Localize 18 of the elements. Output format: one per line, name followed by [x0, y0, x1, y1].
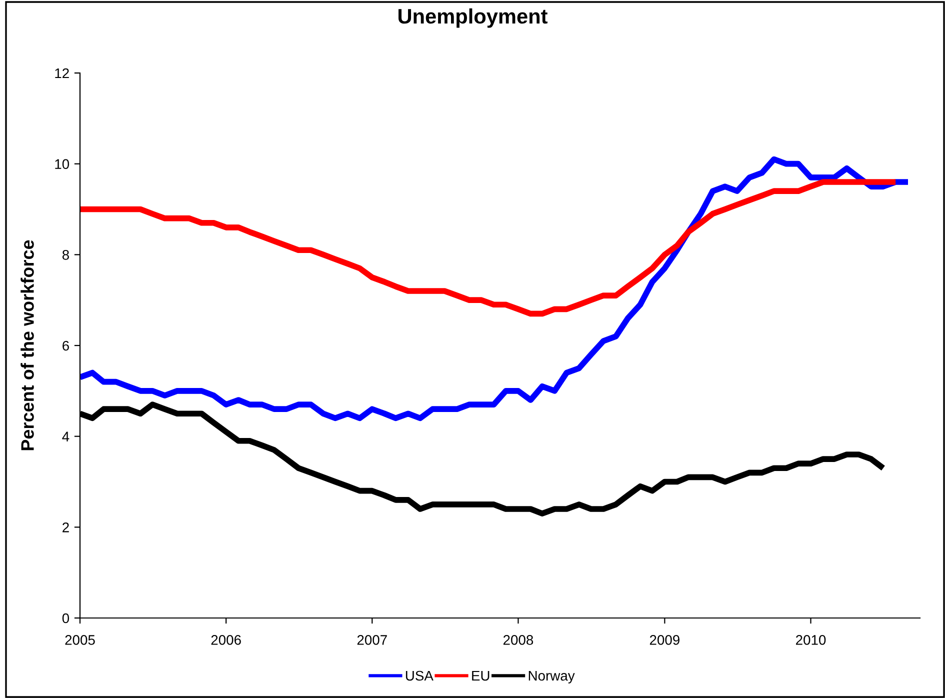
y-tick-label: 6: [62, 340, 69, 351]
legend-label: Norway: [528, 670, 575, 684]
y-tick-label: 0: [62, 613, 70, 624]
x-tick-label: 2005: [65, 635, 95, 645]
y-tick-label: 8: [62, 250, 69, 260]
y-tick-label: 2: [62, 522, 69, 532]
y-tick-label: 4: [62, 432, 70, 442]
y-tick-label: 12: [55, 68, 69, 78]
x-tick-label: 2007: [357, 635, 387, 645]
y-tick-label: 10: [55, 159, 70, 170]
x-tick-label: 2006: [211, 635, 241, 645]
legend-label: USA: [406, 670, 434, 681]
y-axis-title: Percent of the workforce: [20, 240, 34, 450]
x-tick-label: 2008: [503, 635, 534, 645]
chart-title: Unemployment: [398, 8, 548, 28]
x-tick-label: 2010: [796, 635, 826, 645]
legend-label: EU: [472, 670, 490, 681]
x-tick-label: 2009: [650, 635, 680, 645]
